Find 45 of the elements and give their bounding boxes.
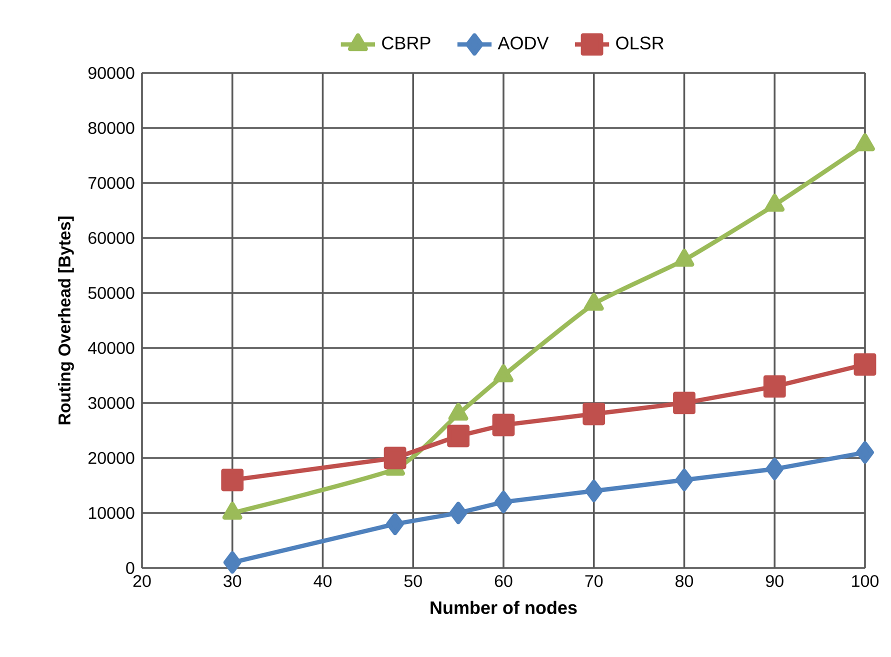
x-tick-label: 100 [852, 575, 878, 588]
point [766, 458, 784, 480]
legend-label: AODV [498, 36, 549, 50]
point [764, 194, 785, 212]
y-tick-label: 50000 [88, 286, 134, 299]
legend-label: CBRP [382, 36, 430, 50]
point [582, 402, 606, 426]
y-tick-label: 20000 [88, 452, 134, 464]
y-tick-label: 60000 [88, 232, 134, 244]
point [386, 512, 404, 536]
y-tick-label: 0 [126, 562, 134, 574]
point [447, 424, 470, 448]
x-tick-label: 50 [404, 575, 422, 588]
y-tick-label: 70000 [88, 176, 134, 190]
x-tick-label: 30 [224, 575, 242, 588]
point [856, 441, 874, 464]
point [675, 468, 694, 492]
y-tick-label: 10000 [88, 506, 134, 519]
legend-label: OLSR [616, 36, 664, 50]
point [221, 468, 244, 492]
point [763, 375, 786, 398]
y-axis-title: Routing Overhead [Bytes] [58, 216, 74, 424]
point [855, 133, 875, 152]
x-tick-label: 90 [766, 575, 784, 588]
y-tick-label: 90000 [88, 66, 134, 80]
x-tick-label: 40 [314, 575, 332, 588]
point [674, 248, 694, 267]
y-tick-label: 30000 [88, 396, 134, 409]
point [494, 490, 512, 514]
point [223, 551, 242, 574]
x-axis-title: Number of nodes [430, 600, 577, 614]
point [384, 446, 406, 470]
x-tick-label: 60 [494, 575, 512, 588]
y-tick-label: 40000 [88, 342, 134, 354]
x-tick-label: 80 [676, 575, 694, 588]
point [584, 480, 603, 502]
point [673, 392, 696, 414]
point [492, 414, 515, 436]
point [854, 353, 876, 376]
point [494, 364, 514, 382]
y-tick-label: 80000 [88, 122, 134, 134]
x-tick-label: 70 [585, 575, 603, 588]
x-tick-label: 20 [133, 575, 151, 588]
point [584, 292, 604, 311]
point [449, 502, 468, 524]
